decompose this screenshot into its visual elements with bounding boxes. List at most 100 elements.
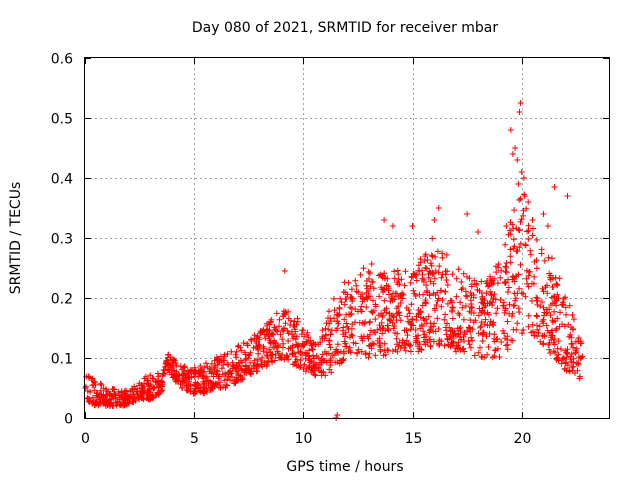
data-point — [439, 254, 446, 261]
data-point — [169, 367, 176, 374]
data-point — [345, 326, 352, 332]
data-point — [140, 395, 147, 402]
data-point — [473, 281, 480, 288]
data-point — [533, 236, 540, 243]
data-point — [371, 329, 377, 335]
data-point — [202, 374, 209, 381]
data-point — [259, 354, 266, 361]
data-point — [224, 376, 231, 383]
data-point — [502, 305, 509, 312]
data-point — [280, 340, 287, 347]
data-point — [410, 287, 417, 294]
data-point — [198, 368, 205, 375]
data-point — [514, 290, 521, 297]
data-point — [449, 335, 456, 341]
data-point — [439, 271, 446, 278]
data-point — [429, 271, 436, 278]
data-point — [424, 256, 431, 263]
data-point — [519, 330, 525, 337]
data-point — [435, 205, 442, 211]
data-point — [201, 380, 208, 387]
data-point — [277, 331, 284, 338]
data-point — [570, 344, 577, 351]
data-point — [537, 338, 544, 345]
data-point — [185, 370, 192, 377]
data-point — [227, 367, 234, 374]
data-point — [563, 311, 570, 318]
data-point — [174, 375, 181, 381]
data-point — [567, 356, 574, 363]
data-point — [85, 374, 92, 381]
data-point — [132, 386, 139, 393]
data-point — [279, 336, 286, 343]
data-point — [215, 382, 222, 389]
data-point — [578, 340, 585, 347]
data-point — [469, 326, 476, 333]
data-point — [383, 282, 390, 289]
data-point — [276, 316, 283, 323]
data-point — [539, 299, 545, 305]
data-point — [334, 341, 341, 348]
data-point — [520, 327, 527, 333]
data-point — [460, 270, 467, 277]
data-point — [221, 351, 228, 358]
data-point — [155, 391, 162, 398]
data-point — [466, 341, 473, 348]
data-point — [560, 354, 567, 361]
data-point — [510, 302, 517, 309]
data-point — [466, 308, 473, 315]
data-point — [464, 293, 471, 300]
data-point — [546, 274, 553, 281]
data-point — [395, 281, 401, 288]
data-point — [284, 353, 291, 360]
data-point — [407, 326, 414, 333]
data-point — [427, 278, 434, 285]
data-point — [540, 304, 547, 311]
data-point — [376, 293, 383, 300]
data-point — [560, 295, 567, 302]
data-point — [385, 327, 392, 334]
data-point — [234, 343, 241, 350]
data-point — [577, 355, 584, 362]
data-point — [427, 342, 434, 349]
data-point — [259, 363, 266, 370]
data-point — [514, 157, 521, 163]
data-point — [449, 308, 456, 315]
data-point — [322, 348, 328, 355]
data-point — [263, 328, 270, 334]
data-point — [549, 317, 556, 324]
data-point — [501, 309, 508, 316]
plot-frame — [84, 57, 610, 419]
data-point — [221, 357, 228, 364]
data-point — [273, 327, 280, 334]
data-point — [317, 339, 324, 346]
data-point — [191, 364, 198, 371]
data-point — [514, 247, 521, 254]
data-point — [517, 261, 524, 268]
data-point — [474, 286, 481, 293]
data-point — [556, 275, 563, 282]
data-point — [510, 225, 517, 232]
data-point — [265, 333, 272, 340]
data-point — [458, 279, 465, 285]
data-point — [558, 346, 564, 353]
data-point — [244, 342, 251, 349]
data-point — [570, 326, 576, 333]
data-point — [345, 311, 352, 318]
data-point — [435, 295, 442, 302]
data-point — [180, 377, 187, 384]
data-point — [512, 145, 519, 151]
data-point — [358, 348, 365, 355]
data-point — [493, 310, 500, 317]
data-point — [539, 332, 546, 339]
data-point — [288, 328, 295, 335]
data-point — [525, 227, 532, 234]
data-point — [466, 324, 473, 331]
data-point — [353, 282, 360, 289]
data-point — [91, 402, 98, 408]
data-point — [170, 363, 177, 370]
data-point — [516, 197, 523, 203]
data-point — [498, 339, 505, 345]
data-point — [291, 333, 298, 340]
